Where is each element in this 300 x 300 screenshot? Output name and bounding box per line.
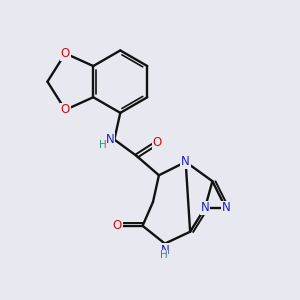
Text: N: N (106, 133, 114, 146)
Text: O: O (61, 47, 70, 60)
Text: O: O (61, 103, 70, 116)
Text: O: O (153, 136, 162, 149)
Text: N: N (201, 202, 209, 214)
Text: N: N (181, 155, 190, 168)
Text: O: O (113, 219, 122, 232)
Text: H: H (99, 140, 107, 150)
Text: N: N (160, 244, 169, 256)
Text: H: H (160, 250, 168, 260)
Text: N: N (221, 202, 230, 214)
